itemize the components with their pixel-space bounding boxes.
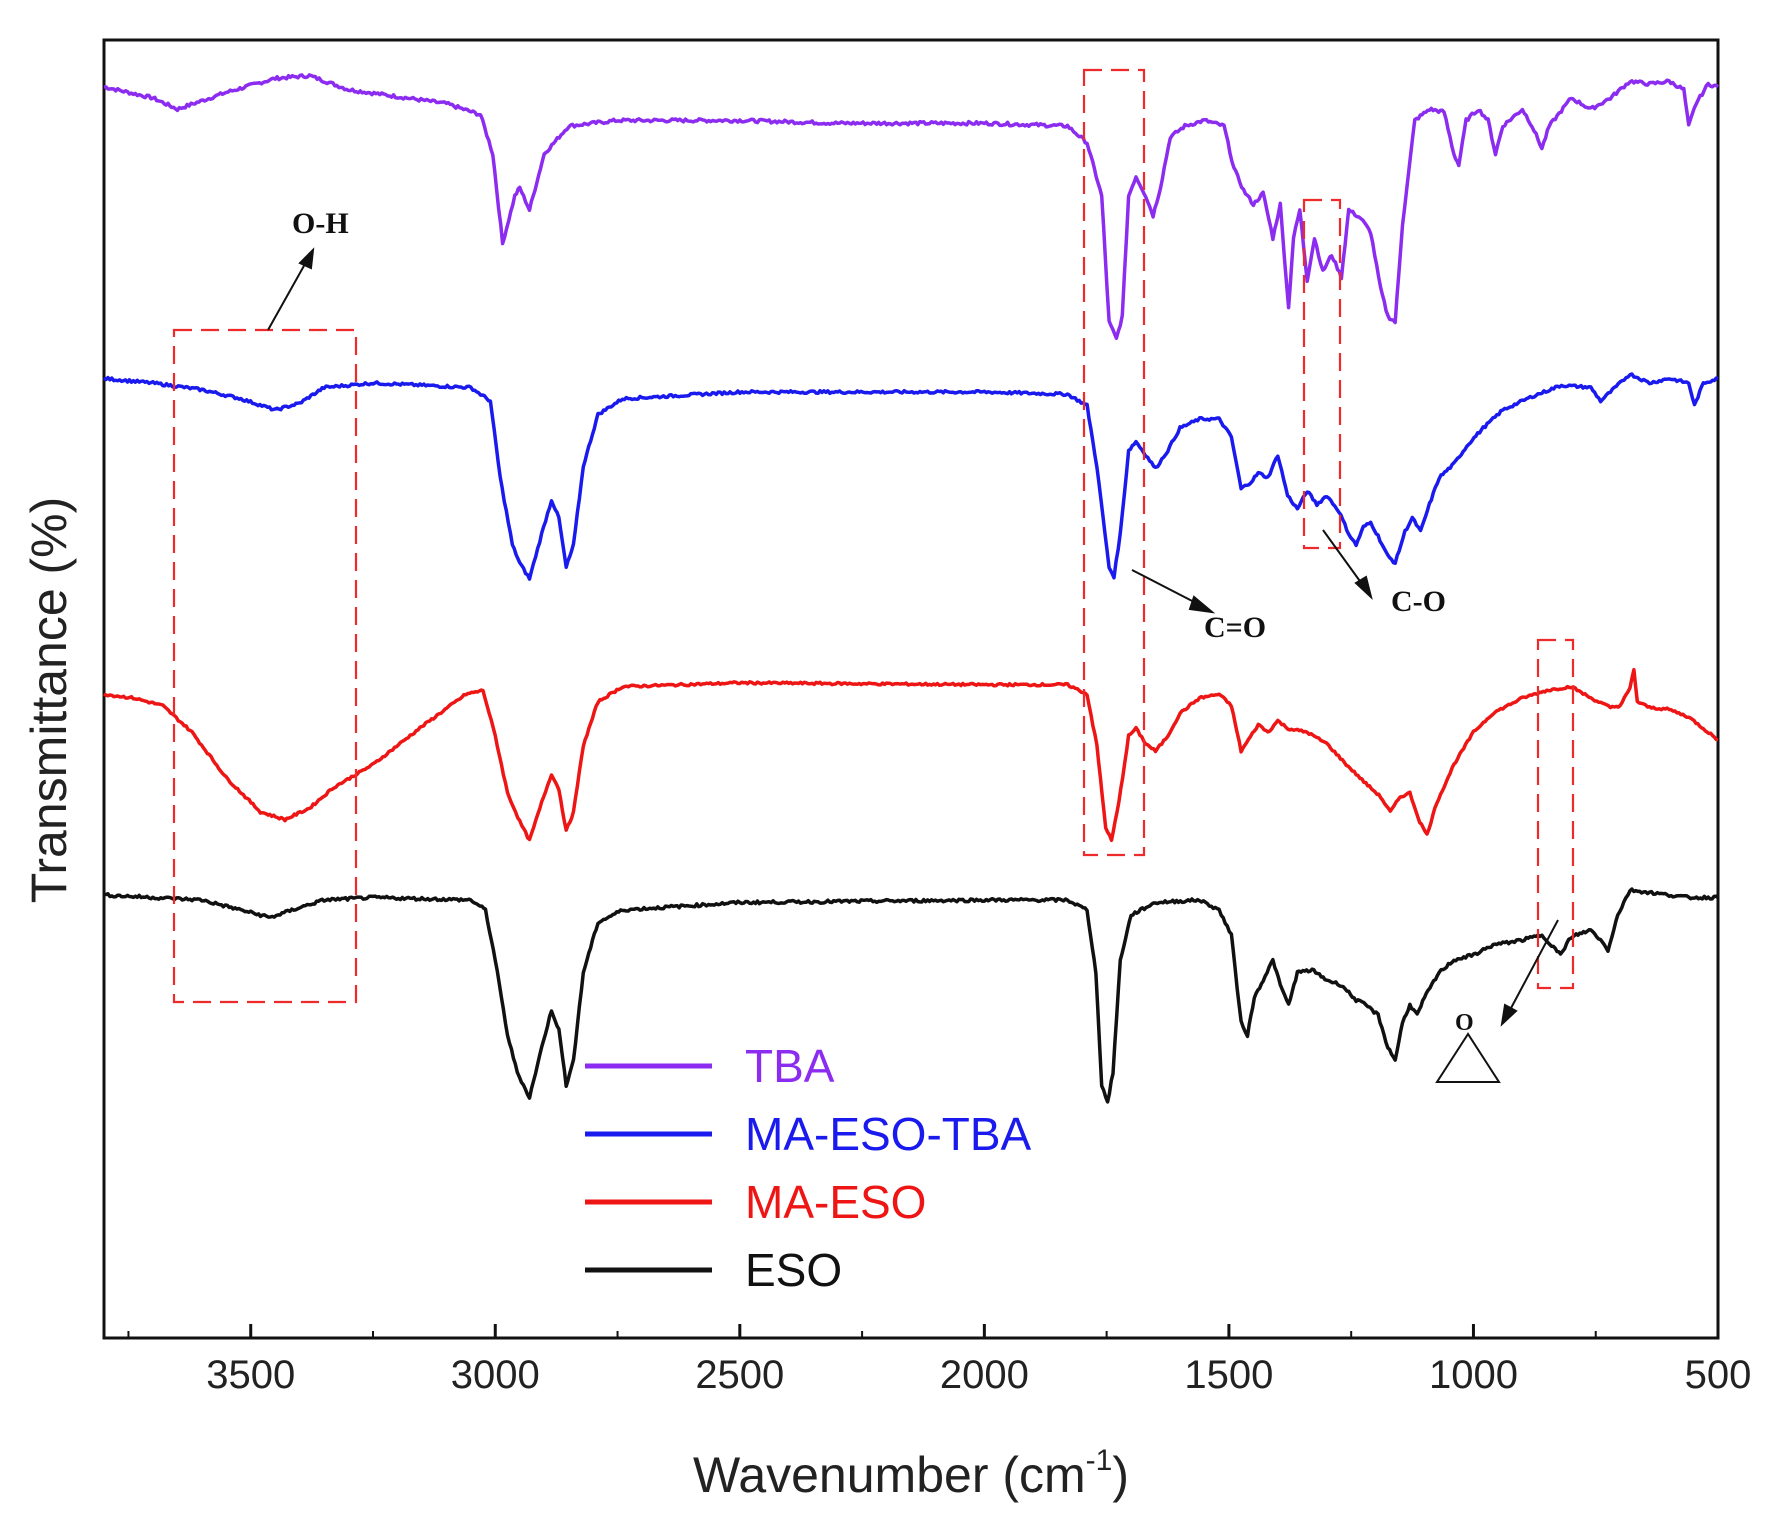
x-tick-label: 2000 [940,1353,1029,1397]
co-double-arrow [1131,569,1199,605]
x-tick-label: 2500 [695,1353,784,1397]
epoxide-ring-icon [1435,1032,1501,1083]
co-single-arrowhead [1354,575,1373,601]
legend-label: ESO [745,1244,842,1296]
co-double-label: C=O [1204,611,1266,644]
annotation-arrows [267,247,1559,1027]
epoxide-region-box [1536,638,1575,990]
x-axis-label-close: ) [1112,1447,1129,1503]
y-axis-label: Transmittance (%) [21,497,77,904]
oh-arrow [267,263,306,331]
co-double-region-box [1082,68,1146,857]
legend: TBA MA-ESO-TBA MA-ESO ESO [585,1040,1032,1296]
x-axis-ticks: 3500 3000 2500 2000 1500 1000 500 [127,1324,1752,1397]
x-tick-label: 3500 [206,1353,295,1397]
plot-frame [102,38,1720,1340]
legend-label: MA-ESO [745,1176,926,1228]
oh-label: O-H [292,207,349,240]
series-line-ma-eso-tba [102,372,1719,581]
series-line-eso [103,887,1719,1104]
legend-label: MA-ESO-TBA [745,1108,1032,1160]
x-axis-label-sup: -1 [1086,1444,1113,1477]
x-tick-label: 1500 [1184,1353,1273,1397]
annotation-boxes [172,68,1575,1004]
oh-region-box [172,328,358,1004]
co-double-arrowhead [1188,595,1216,614]
x-tick-label: 1000 [1429,1353,1518,1397]
oh-arrowhead [298,247,315,270]
x-tick-label: 3000 [451,1353,540,1397]
epoxide-arrow [1509,919,1559,1011]
spectra-lines [102,73,1720,1104]
x-axis-label: Wavenumber (cm-1) [693,1444,1129,1503]
co-single-label: C-O [1391,585,1446,618]
legend-label: TBA [745,1040,835,1092]
series-line-ma-eso [102,667,1719,843]
epoxide-o-label: O [1455,1010,1474,1036]
co-single-region-box [1302,198,1342,550]
x-axis-label-main: Wavenumber (cm [693,1447,1086,1503]
series-line-tba [103,73,1720,340]
x-tick-label: 500 [1685,1353,1752,1397]
co-single-arrow [1322,529,1363,585]
epoxide-arrowhead [1500,1003,1518,1027]
